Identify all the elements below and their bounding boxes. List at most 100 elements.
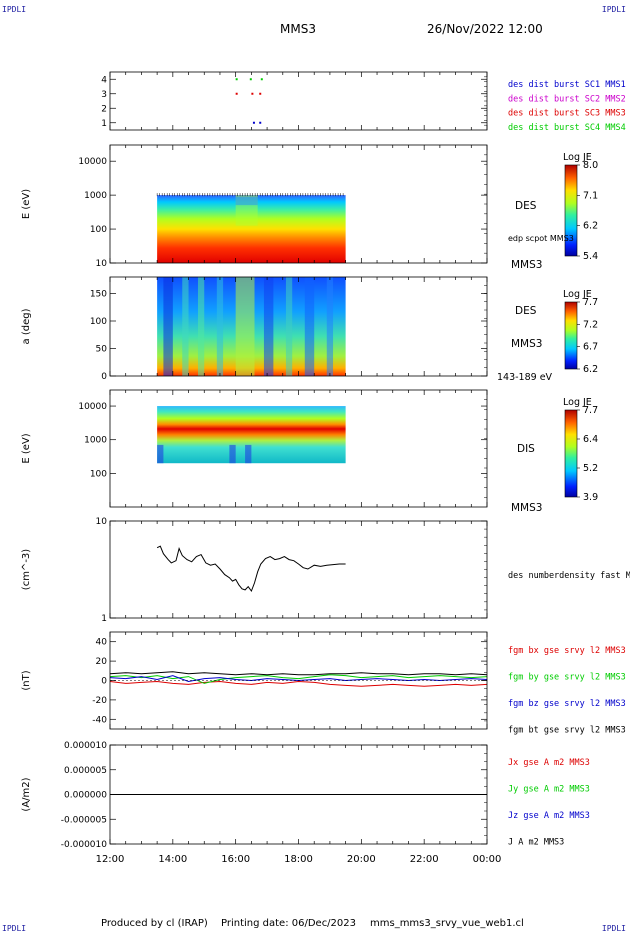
series-line-magnetic-field [109, 674, 488, 684]
y-tick-label-current-density: 0.000000 [64, 791, 107, 801]
colorbar-tick-label-dis-energy: 7.7 [583, 405, 598, 416]
y-tick-label-magnetic-field: -20 [92, 696, 107, 706]
y-tick-label-current-density: 0.000005 [64, 766, 107, 776]
des-pitch-streak [285, 277, 293, 376]
colorbar-title-des-pitch: Log JE [563, 289, 592, 300]
colorbar-tick-label-des-energy: 6.2 [583, 221, 598, 232]
colorbar-des-energy [564, 164, 578, 257]
panel-frame-burst-flags [109, 71, 488, 131]
legend-entry-burst: des dist burst SC4 MMS4 [508, 123, 626, 133]
footer-produced-by: Produced by cl (IRAP) [101, 918, 208, 929]
y-tick-label-des-energy: 10 [96, 259, 108, 269]
y-axis-label-density: (cm^-3) [21, 549, 32, 590]
colorbar-tick-label-des-pitch: 7.2 [583, 319, 598, 330]
burst-flag-point [249, 78, 252, 81]
burst-flag-point [235, 78, 238, 81]
y-tick-label-des-energy: 1000 [84, 191, 107, 201]
colorbar-des-pitch [564, 301, 578, 370]
x-tick-label: 18:00 [284, 854, 313, 865]
colorbar-tick-label-des-pitch: 7.7 [583, 297, 598, 308]
x-tick-label: 00:00 [473, 854, 502, 865]
y-tick-label-dis-energy: 1000 [84, 436, 107, 446]
panel-frame-density [109, 520, 488, 619]
spacecraft-label-dis-energy: MMS3 [511, 502, 542, 514]
colorbar-title-dis-energy: Log JE [563, 397, 592, 408]
corner-label-top-left: IPDLI [2, 5, 27, 14]
y-axis-label-des-pitch-angle: a (deg) [21, 308, 32, 344]
legend-entry-density: des numberdensity fast M [508, 571, 630, 581]
series-line-density [156, 545, 346, 593]
des-energy-spectrogram [157, 195, 346, 263]
x-tick-label: 14:00 [158, 854, 187, 865]
colorbar-tick-label-dis-energy: 6.4 [583, 434, 598, 445]
colorbar-tick-label-des-energy: 8.0 [583, 160, 598, 171]
legend-entry-burst: des dist burst SC3 MMS3 [508, 109, 626, 119]
y-tick-label-burst-flags: 3 [101, 90, 107, 100]
legend-entry-current-density: Jx gse A m2 MMS3 [508, 758, 590, 768]
dis-energy-streak [245, 444, 252, 464]
y-tick-label-current-density: -0.000005 [61, 815, 107, 825]
energy-range-label: 143-189 eV [497, 372, 553, 383]
colorbar-tick-label-des-pitch: 6.2 [583, 364, 598, 375]
spacecraft-title: MMS3 [280, 22, 316, 36]
y-axis-label-dis-energy: E (eV) [21, 433, 32, 463]
y-tick-label-des-energy: 100 [90, 225, 107, 235]
y-tick-label-dis-energy: 100 [90, 469, 107, 479]
footer-printing-date: Printing date: 06/Dec/2023 [221, 918, 357, 929]
colorbar-title-des-energy: Log JE [563, 152, 592, 163]
footer-filename: mms_mms3_srvy_vue_web1.cl [370, 918, 524, 929]
y-tick-label-des-energy: 10000 [78, 157, 107, 167]
series-line-magnetic-field [109, 680, 488, 687]
des-pitch-streak [216, 277, 224, 376]
corner-label-bottom-left: IPDLI [2, 924, 27, 933]
legend-entry-magnetic-field: fgm bt gse srvy l2 MMS3 [508, 726, 626, 736]
des-pitch-streak [163, 277, 173, 376]
colorbar-tick-label-des-energy: 5.4 [583, 251, 598, 262]
y-tick-label-current-density: 0.000010 [64, 741, 107, 751]
y-tick-label-des-pitch-angle: 0 [101, 372, 107, 382]
x-tick-label: 16:00 [221, 854, 250, 865]
y-tick-label-density: 1 [101, 614, 107, 624]
burst-flag-point [259, 92, 262, 95]
legend-entry-magnetic-field: fgm bz gse srvy l2 MMS3 [508, 699, 626, 709]
y-tick-label-des-pitch-angle: 100 [90, 317, 107, 327]
des-pitch-streak [182, 277, 189, 376]
y-tick-label-magnetic-field: -40 [92, 715, 107, 725]
legend-entry-burst: des dist burst SC2 MMS2 [508, 94, 626, 104]
side-label-des-pitch: DES [515, 305, 537, 317]
spacecraft-label-des-pitch: MMS3 [511, 338, 542, 350]
colorbar-tick-label-des-energy: 7.1 [583, 190, 598, 201]
side-label-dis-energy: DIS [517, 443, 535, 455]
burst-flag-point [251, 92, 254, 95]
y-axis-label-magnetic-field: (nT) [21, 670, 32, 690]
datetime-title: 26/Nov/2022 12:00 [427, 22, 543, 36]
colorbar-tick-label-dis-energy: 5.2 [583, 463, 598, 474]
legend-entry-burst: des dist burst SC1 MMS1 [508, 80, 626, 90]
x-tick-label: 22:00 [410, 854, 439, 865]
y-tick-label-magnetic-field: 20 [96, 657, 108, 667]
y-tick-label-current-density: -0.000010 [61, 840, 107, 850]
y-tick-label-magnetic-field: 0 [101, 677, 107, 687]
series-line-magnetic-field [109, 671, 488, 676]
y-tick-label-des-pitch-angle: 150 [90, 290, 107, 300]
y-axis-label-current-density: (A/m2) [21, 777, 32, 811]
side-label-des-energy: DES [515, 200, 537, 212]
burst-flag-point [259, 121, 262, 124]
burst-flag-point [252, 121, 255, 124]
y-tick-label-dis-energy: 10000 [78, 402, 107, 412]
legend-entry-magnetic-field: fgm by gse srvy l2 MMS3 [508, 673, 626, 683]
des-pitch-streak [326, 277, 334, 376]
y-tick-label-burst-flags: 1 [101, 119, 107, 129]
des-pitch-streak [304, 277, 315, 376]
y-tick-label-burst-flags: 2 [101, 104, 107, 114]
y-tick-label-density: 10 [96, 517, 108, 527]
y-axis-label-des-energy: E (eV) [21, 189, 32, 219]
des-pitch-streak [235, 277, 255, 376]
burst-flag-point [235, 92, 238, 95]
x-tick-label: 20:00 [347, 854, 376, 865]
legend-entry-current-density: J A m2 MMS3 [508, 838, 564, 848]
dis-energy-streak [157, 444, 164, 464]
burst-flag-point [260, 78, 263, 81]
y-tick-label-des-pitch-angle: 50 [96, 345, 108, 355]
des-pitch-streak [263, 277, 274, 376]
